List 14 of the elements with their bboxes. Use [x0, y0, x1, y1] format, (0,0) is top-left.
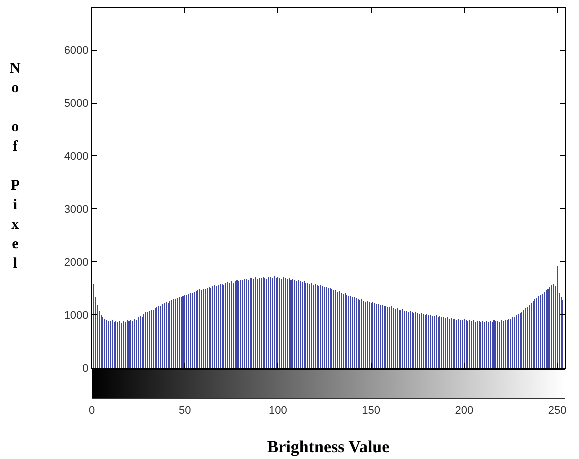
x-tick-label: 250 [548, 405, 567, 418]
y-tick-label: 4000 [64, 151, 89, 164]
x-axis-title: Brightness Value [267, 438, 390, 457]
y-tick-label: 5000 [64, 98, 89, 110]
y-tick-label: 0 [82, 362, 89, 375]
y-tick-label: 6000 [64, 45, 89, 58]
x-tick-label: 50 [178, 405, 192, 418]
text: No of Pixel [10, 61, 21, 272]
x-tick-label: 100 [269, 405, 288, 418]
y-tick-label: 2000 [64, 256, 89, 269]
x-tick-label: 150 [362, 405, 381, 418]
y-tick-label: 3000 [64, 204, 89, 216]
x-tick-label: 200 [455, 405, 474, 418]
y-tick-label: 1000 [64, 310, 89, 322]
